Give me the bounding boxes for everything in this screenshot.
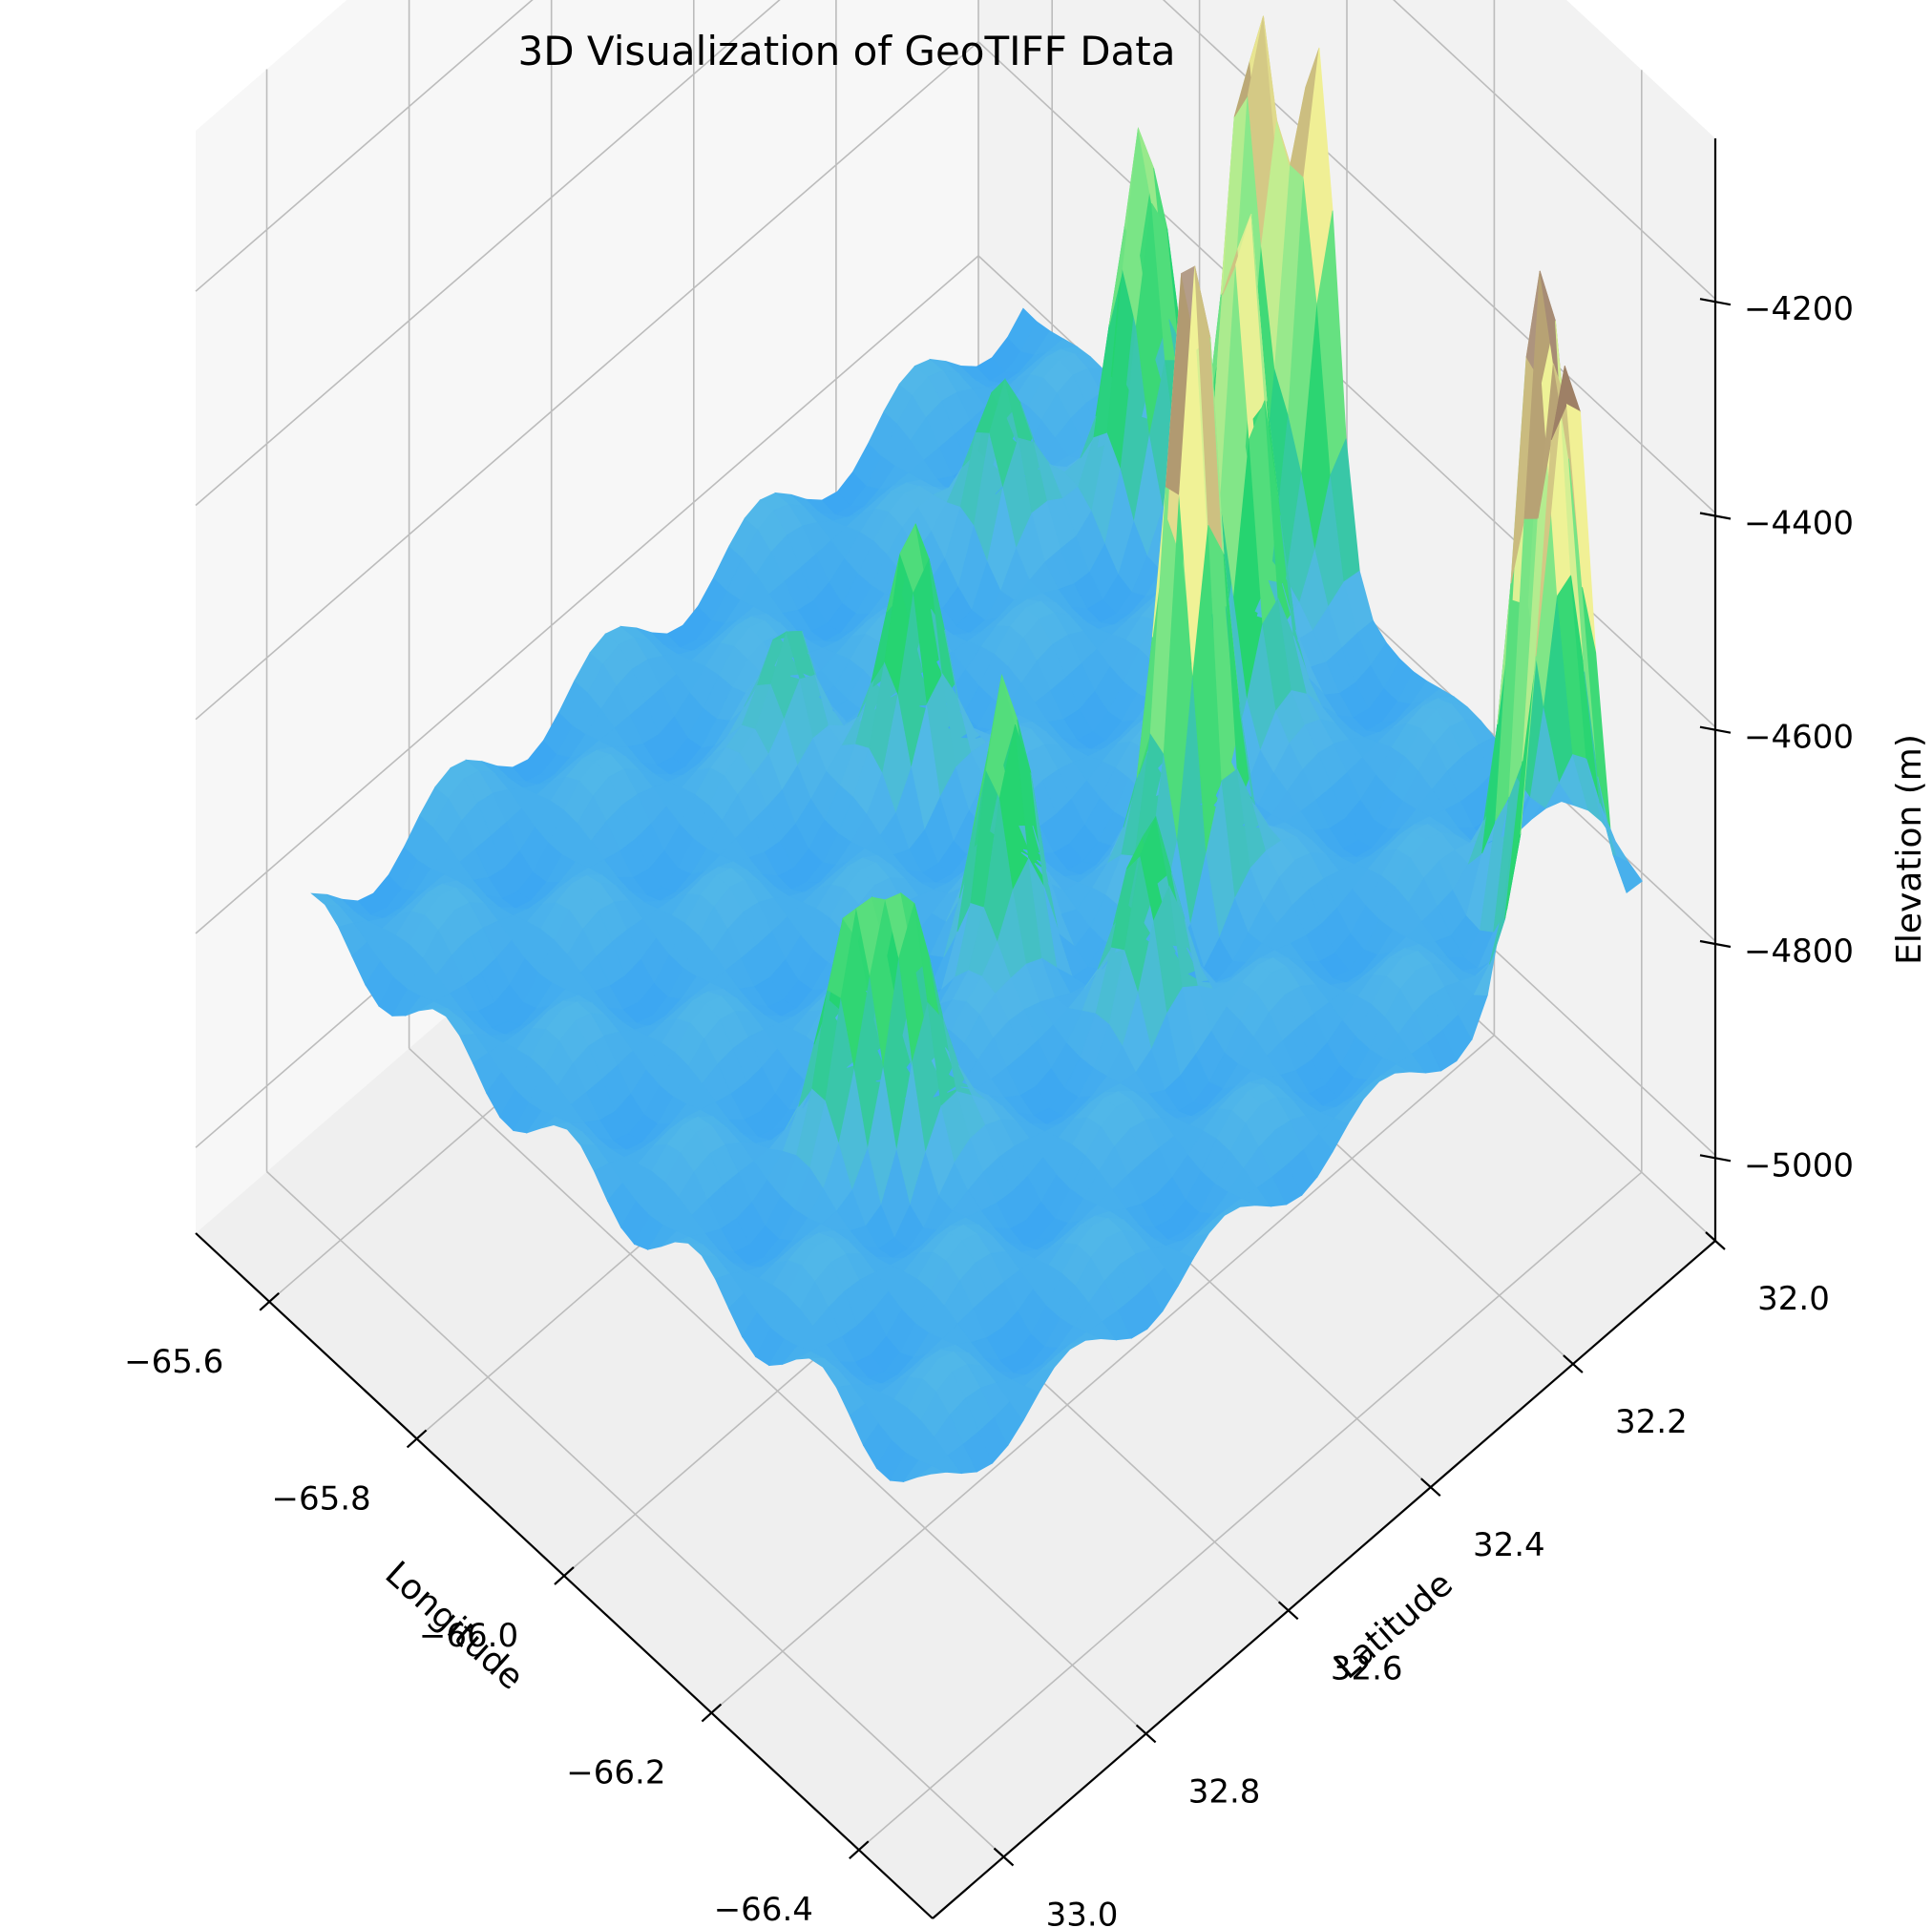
y-tick-label: 32.6 (1331, 1649, 1403, 1687)
z-tick-label: −5000 (1744, 1146, 1854, 1184)
y-tick-label: 32.0 (1757, 1280, 1830, 1318)
left-gridline-z (195, 41, 979, 721)
y-tick-mark (1135, 1724, 1157, 1744)
x-tick-mark (406, 1429, 428, 1449)
z-tick-mark (1699, 725, 1732, 734)
y-tick-mark (993, 1847, 1015, 1867)
y-tick-mark (1420, 1477, 1441, 1498)
axes: −65.6 −65.8 −66.0 −66.2 −66.4 32.0 32.2 32.4 32.… (124, 138, 1854, 1928)
floor-gridline-lon (710, 1034, 1495, 1714)
z-tick-mark (1699, 512, 1732, 520)
z-tick-label: −4200 (1744, 290, 1854, 328)
x-tick-mark (554, 1566, 575, 1585)
back-gridline-z (1393, 0, 1716, 300)
z-axis-label: Elevation (m) (1890, 734, 1929, 965)
y-tick-mark (1563, 1354, 1584, 1373)
z-tick-mark (1699, 1154, 1732, 1163)
x-tick-label: −65.8 (271, 1479, 370, 1518)
x-tick-mark (259, 1291, 280, 1311)
y-tick-mark (1277, 1601, 1299, 1621)
floor-gridline-lat (265, 1170, 1005, 1858)
z-tick-label: −4800 (1744, 933, 1854, 971)
z-tick-label: −4400 (1744, 505, 1854, 543)
x-tick-label: −66.2 (566, 1754, 665, 1792)
x-tick-mark (701, 1703, 723, 1723)
left-gridline-z (195, 0, 781, 507)
floor-gridline-lon (858, 1171, 1643, 1851)
y-axis-line (932, 1240, 1716, 1919)
y-tick-label: 32.4 (1473, 1526, 1545, 1564)
x-tick-mark (849, 1840, 870, 1860)
x-tick-label: −66.4 (714, 1891, 813, 1928)
z-tick-label: −4600 (1744, 719, 1854, 757)
y-tick-label: 32.8 (1188, 1772, 1261, 1811)
x-tick-label: −66.0 (419, 1617, 518, 1655)
surface-cell (1612, 854, 1643, 894)
z-tick-mark (1699, 939, 1732, 949)
left-gridline-z (195, 255, 979, 934)
z-tick-mark (1699, 298, 1732, 306)
floor-gridline-lat (409, 1047, 1147, 1734)
chart-title: 3D Visualization of GeoTIFF Data (518, 28, 1176, 74)
elevation-surface (310, 15, 1643, 1483)
left-gridline-z (195, 0, 534, 292)
y-tick-label: 32.2 (1615, 1403, 1688, 1441)
back-gridline-z (1162, 0, 1716, 514)
x-tick-label: −65.6 (124, 1343, 223, 1381)
y-tick-label: 33.0 (1046, 1897, 1119, 1928)
